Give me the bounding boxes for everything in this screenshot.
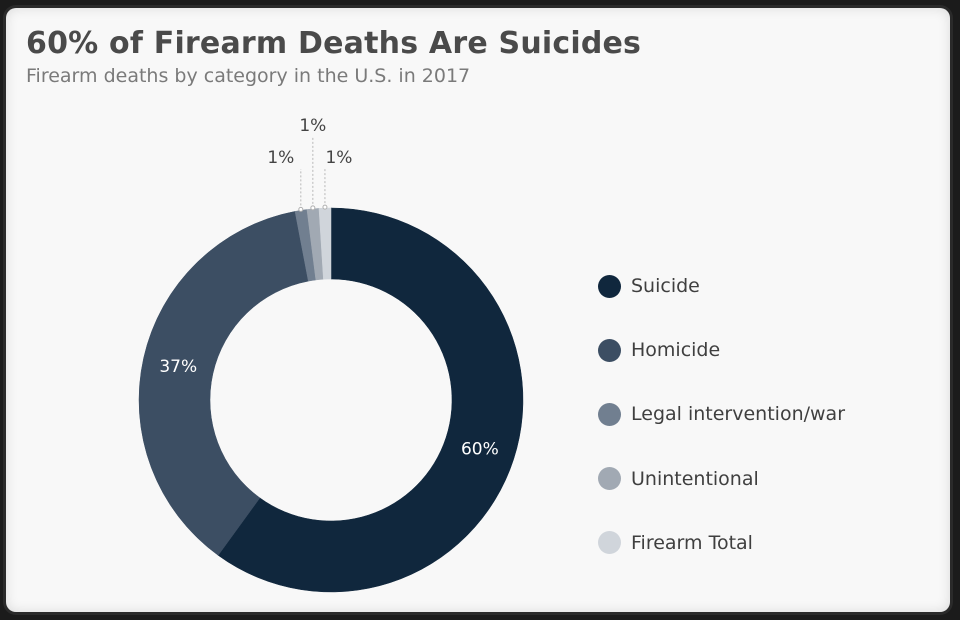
legend-swatch <box>598 531 621 555</box>
chart-card: 60% of Firearm Deaths Are Suicides Firea… <box>6 8 950 612</box>
legend-item-suicide[interactable]: Suicide <box>598 254 845 318</box>
leader-dot-unintentional <box>310 205 316 211</box>
legend-label: Suicide <box>631 275 700 298</box>
leader-dot-legal-intervention-war <box>298 206 304 212</box>
chart-title: 60% of Firearm Deaths Are Suicides <box>26 26 642 61</box>
data-label-legal-intervention-war: 1% <box>267 148 294 168</box>
data-label-suicide: 60% <box>461 439 499 459</box>
legend-label: Firearm Total <box>631 531 753 554</box>
data-label-homicide: 37% <box>159 357 197 377</box>
data-label-unintentional: 1% <box>299 116 326 136</box>
legend-label: Unintentional <box>631 467 759 490</box>
legend-item-firearm-total[interactable]: Firearm Total <box>598 511 845 575</box>
legend-swatch <box>598 338 621 362</box>
legend-label: Homicide <box>631 339 721 362</box>
legend-swatch <box>598 274 621 298</box>
donut-chart: 60%37%1%1%1% <box>138 116 524 593</box>
legend-swatch <box>598 402 621 426</box>
legend-item-homicide[interactable]: Homicide <box>598 318 845 382</box>
leader-dot-firearm-total <box>322 204 328 210</box>
slice-homicide[interactable] <box>138 211 309 556</box>
chart-subtitle: Firearm deaths by category in the U.S. i… <box>26 65 471 87</box>
legend-item-legal-intervention-war[interactable]: Legal intervention/war <box>598 382 845 446</box>
legend-swatch <box>598 467 621 491</box>
legend-label: Legal intervention/war <box>631 403 846 426</box>
slice-suicide[interactable] <box>217 207 524 593</box>
data-label-firearm-total: 1% <box>325 148 352 168</box>
legend-item-unintentional[interactable]: Unintentional <box>598 447 845 511</box>
chart-legend: Suicide Homicide Legal intervention/war Uni… <box>598 254 845 575</box>
